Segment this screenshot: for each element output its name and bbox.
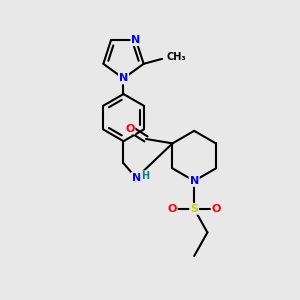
Text: O: O bbox=[167, 204, 177, 214]
Text: O: O bbox=[125, 124, 134, 134]
Text: N: N bbox=[131, 35, 141, 45]
Text: O: O bbox=[212, 204, 221, 214]
Text: H: H bbox=[141, 171, 149, 181]
Text: N: N bbox=[131, 173, 141, 183]
Text: N: N bbox=[190, 176, 199, 186]
Text: CH₃: CH₃ bbox=[167, 52, 186, 62]
Text: S: S bbox=[190, 204, 198, 214]
Text: N: N bbox=[119, 74, 128, 83]
